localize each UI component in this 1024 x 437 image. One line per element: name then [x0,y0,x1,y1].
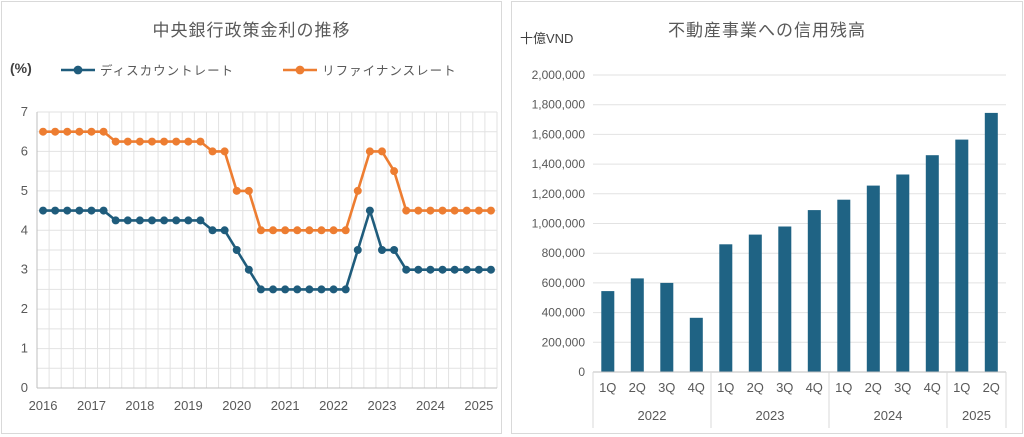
bar-4Q [925,155,939,372]
svg-text:4Q: 4Q [806,380,823,395]
bar-chart-quarter-labels: 1Q 2Q 3Q 4Q 1Q 2Q 3Q 4Q 1Q 2Q 3Q 4Q 1Q 2Q [599,380,1000,395]
svg-text:2024: 2024 [874,408,903,423]
legend-label-refinance-rate: リファイナンスレート [322,64,457,78]
svg-text:4Q: 4Q [688,380,705,395]
svg-text:2Q: 2Q [629,380,646,395]
svg-text:6: 6 [21,143,28,158]
legend-label-discount-rate: ディスカウントレート [100,64,235,78]
credit-balance-chart-card: 不動産事業への信用残高 十億VND 0 200,000 400,000 600,000… [511,1,1023,434]
bar-2Q [630,278,644,372]
bar-1Q [955,139,969,372]
svg-text:600,000: 600,000 [542,276,586,290]
svg-text:2Q: 2Q [983,380,1000,395]
policy-rate-chart-card: 中央銀行政策金利の推移 (%) ディスカウントレート リファイナンスレート 0 1… [1,1,502,434]
svg-text:0: 0 [578,365,585,379]
credit-balance-bar-chart: 0 200,000 400,000 600,000 800,000 1,000,000 1,… [532,68,1007,428]
credit-balance-chart-title: 不動産事業への信用残高 [668,21,866,40]
svg-text:2017: 2017 [77,398,106,413]
svg-text:2022: 2022 [319,398,348,413]
bar-3Q [778,226,792,372]
bar-3Q [896,174,910,372]
svg-text:1,600,000: 1,600,000 [532,127,586,141]
svg-text:800,000: 800,000 [542,246,586,260]
bar-1Q [837,199,851,372]
svg-text:1: 1 [21,341,28,356]
svg-text:4: 4 [21,222,28,237]
svg-text:200,000: 200,000 [542,335,586,349]
svg-text:1Q: 1Q [835,380,852,395]
svg-text:2018: 2018 [125,398,154,413]
refinance-rate-line-marker-icon [283,65,318,74]
svg-text:7: 7 [21,104,28,119]
svg-text:4Q: 4Q [924,380,941,395]
bar-3Q [660,282,674,372]
svg-text:400,000: 400,000 [542,306,586,320]
line-chart-x-tick-labels: 2016 2017 2018 2019 2020 2021 2022 2023 2024 2025 [29,398,494,413]
line-chart-y-tick-labels: 0 1 2 3 4 5 6 7 [21,104,28,395]
bar-4Q [689,317,703,372]
policy-rate-line-chart: 0 1 2 3 4 5 6 7 2016 2017 2018 2019 2020 2021 2022 2023… [21,104,498,413]
bar-1Q [601,291,615,372]
svg-text:1,800,000: 1,800,000 [532,98,586,112]
line-chart-gridlines [36,111,498,389]
bar-2Q [748,234,762,372]
svg-text:2,000,000: 2,000,000 [532,68,586,82]
svg-text:1,000,000: 1,000,000 [532,217,586,231]
svg-text:2: 2 [21,301,28,316]
bar-4Q [807,210,821,372]
bar-chart-gridlines [593,74,1006,343]
svg-text:2023: 2023 [756,408,785,423]
svg-text:3Q: 3Q [658,380,675,395]
svg-text:2016: 2016 [29,398,58,413]
svg-text:2024: 2024 [416,398,445,413]
legend-item-discount-rate: ディスカウントレート [60,60,234,79]
svg-text:2020: 2020 [222,398,251,413]
svg-text:2025: 2025 [962,408,991,423]
percent-axis-unit-label: (%) [10,60,32,76]
legend-item-refinance-rate: リファイナンスレート [282,60,457,79]
vnd-axis-unit-label: 十億VND [520,31,574,46]
svg-text:1Q: 1Q [953,380,970,395]
svg-text:2Q: 2Q [865,380,882,395]
svg-text:1Q: 1Q [717,380,734,395]
svg-text:3Q: 3Q [776,380,793,395]
svg-text:2Q: 2Q [747,380,764,395]
svg-text:2019: 2019 [174,398,203,413]
svg-text:0: 0 [21,380,28,395]
discount-rate-line-marker-icon [61,65,95,74]
svg-text:2025: 2025 [464,398,493,413]
svg-text:3: 3 [21,262,28,277]
bar-2Q [984,112,998,373]
line-series-0 [39,206,495,294]
bar-chart-y-tick-labels: 0 200,000 400,000 600,000 800,000 1,000,000 1,… [532,68,586,379]
bar-2Q [866,185,880,372]
svg-text:1,400,000: 1,400,000 [532,157,586,171]
svg-text:1,200,000: 1,200,000 [532,187,586,201]
svg-text:2022: 2022 [638,408,667,423]
svg-text:5: 5 [21,183,28,198]
bar-chart-year-labels: 2022 2023 2024 2025 [638,408,991,423]
svg-text:2023: 2023 [368,398,397,413]
line-chart-legend: ディスカウントレート リファイナンスレート [60,60,457,79]
policy-rate-chart-title: 中央銀行政策金利の推移 [152,21,351,40]
svg-text:1Q: 1Q [599,380,616,395]
svg-text:2021: 2021 [271,398,300,413]
bar-1Q [719,244,733,372]
credit-balance-bars [601,112,998,373]
svg-text:3Q: 3Q [894,380,911,395]
line-series-1 [39,127,495,235]
